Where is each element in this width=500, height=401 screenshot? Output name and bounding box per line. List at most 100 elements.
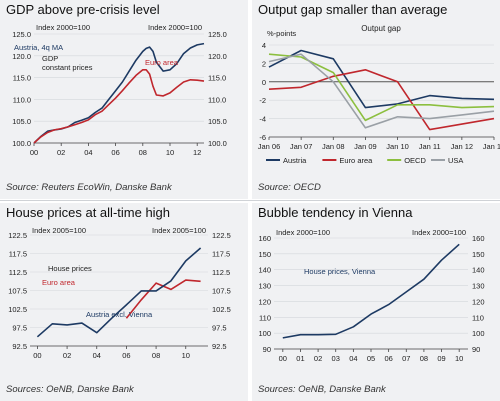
- house-ytick-label-right: 102.5: [212, 305, 231, 314]
- chart-house-prices-title: House prices at all-time high: [6, 205, 171, 220]
- vienna-ytick-label-left: 120: [258, 297, 271, 306]
- vienna-ytick-label-left: 110: [259, 313, 271, 322]
- gap-ytick-label-left: -4: [259, 115, 266, 124]
- vienna-xtick-label: 00: [279, 354, 287, 363]
- gap-legend-label: OECD: [404, 156, 426, 165]
- gdp-ytick-label-left: 115.0: [13, 74, 31, 83]
- house-ytick-label-left: 117.5: [9, 250, 27, 259]
- gdp-xtick-label: 04: [84, 148, 92, 157]
- chart-output-gap-panel: Output gap smaller than average -6 -4 -2 0 2…: [252, 0, 500, 199]
- house-ytick-label-right: 92.5: [212, 342, 227, 351]
- gap-xtick-label: Jan 09: [354, 142, 377, 151]
- vienna-ytick-label-right: 90: [472, 345, 480, 354]
- house-ytick-label-right: 122.5: [212, 231, 231, 240]
- vienna-ytick-label-left: 150: [258, 250, 271, 259]
- gdp-ytick-label-right: 100.0: [208, 139, 227, 148]
- gap-ytick-label-left: 2: [262, 59, 266, 68]
- gdp-ytick-label-left: 120.0: [12, 52, 31, 61]
- gap-ytick-label-left: 4: [262, 41, 266, 50]
- gdp-annotation: constant prices: [42, 63, 93, 72]
- vienna-unit-label: Index 2000=100: [412, 228, 466, 237]
- chart-vienna-panel: Bubble tendency in Vienna 90 90 100 100 110 1…: [252, 203, 500, 401]
- gdp-xtick-label: 12: [193, 148, 201, 157]
- gdp-xtick-label: 02: [57, 148, 65, 157]
- gdp-ytick-label-right: 125.0: [208, 30, 227, 39]
- house-ytick-label-right: 107.5: [212, 287, 231, 296]
- house-ytick-label-left: 97.5: [12, 324, 27, 333]
- gap-legend-label: Austria: [283, 156, 307, 165]
- gdp-ytick-label-right: 120.0: [208, 52, 227, 61]
- vienna-ytick-label-right: 150: [472, 250, 485, 259]
- chart-output-gap-title: Output gap smaller than average: [258, 2, 448, 17]
- chart-gdp-source: Source: Reuters EcoWin, Danske Bank: [6, 182, 172, 193]
- vienna-ytick-label-left: 90: [263, 345, 271, 354]
- house-xtick-label: 02: [63, 351, 71, 360]
- vienna-ytick-label-right: 120: [472, 297, 485, 306]
- house-series-label: Euro area: [42, 278, 76, 287]
- vienna-ytick-label-right: 140: [472, 266, 485, 275]
- gap-series-line: [268, 49, 495, 109]
- house-ytick-label-right: 97.5: [212, 324, 227, 333]
- house-annotation: House prices: [48, 264, 92, 273]
- gap-ytick-label-left: -6: [259, 133, 266, 142]
- house-xtick-label: 08: [152, 351, 160, 360]
- gdp-ytick-label-left: 100.0: [12, 139, 31, 148]
- chart-gdp-plot: 100.0 100.0 105.0 105.0 110.0 110.0 115.0 115.0…: [12, 24, 227, 157]
- chart-house-prices-panel: House prices at all-time high 92.5 92.5 97…: [0, 203, 248, 401]
- vienna-xtick-label: 07: [402, 354, 410, 363]
- gap-xtick-label: Jan 07: [290, 142, 313, 151]
- gdp-unit-label: Index 2000=100: [148, 24, 202, 32]
- house-unit-label: Index 2005=100: [32, 227, 86, 235]
- vienna-ytick-label-right: 160: [472, 234, 485, 243]
- house-ytick-label-right: 112.5: [212, 268, 230, 277]
- gap-subtitle: Output gap: [361, 24, 401, 33]
- gdp-xtick-label: 10: [166, 148, 174, 157]
- gdp-series-label: Austria, 4q MA: [14, 43, 63, 52]
- gdp-xtick-label: 00: [30, 148, 38, 157]
- house-series-line: [36, 247, 202, 338]
- house-xtick-label: 06: [122, 351, 130, 360]
- vienna-xtick-label: 02: [314, 354, 322, 363]
- vienna-ytick-label-left: 160: [258, 234, 271, 243]
- house-ytick-label-right: 117.5: [212, 250, 230, 259]
- house-ytick-label-left: 112.5: [9, 268, 27, 277]
- vienna-xtick-label: 03: [332, 354, 340, 363]
- house-xtick-label: 10: [182, 351, 190, 360]
- house-xtick-label: 04: [93, 351, 101, 360]
- gap-legend-label: USA: [448, 156, 463, 165]
- vienna-xtick-label: 05: [367, 354, 375, 363]
- gap-xtick-label: Jan 13: [483, 142, 500, 151]
- vienna-ytick-label-left: 130: [258, 282, 271, 291]
- chart-gdp-title: GDP above pre-crisis level: [6, 2, 160, 17]
- gap-series-line: [268, 69, 495, 131]
- gdp-ytick-label-left: 125.0: [12, 30, 31, 39]
- house-ytick-label-left: 122.5: [8, 231, 27, 240]
- gap-unit-label: %-points: [267, 29, 296, 38]
- chart-output-gap-plot: -6 -4 -2 0 2 4 Jan 06 Jan 07 Jan 08 Jan 09 Jan 10 J…: [258, 24, 500, 165]
- gdp-xtick-label: 06: [111, 148, 119, 157]
- gap-xtick-label: Jan 12: [451, 142, 474, 151]
- vienna-xtick-label: 09: [437, 354, 445, 363]
- vienna-series-line: [282, 243, 460, 339]
- chart-output-gap-source: Source: OECD: [258, 182, 321, 193]
- house-ytick-label-left: 102.5: [8, 305, 27, 314]
- chart-vienna-title: Bubble tendency in Vienna: [258, 205, 413, 220]
- vienna-ytick-label-right: 100: [472, 329, 485, 338]
- chart-house-prices-source: Sources: OeNB, Danske Bank: [6, 384, 134, 395]
- vienna-ytick-label-left: 100: [258, 329, 271, 338]
- house-ytick-label-left: 107.5: [8, 287, 27, 296]
- chart-gdp-panel: GDP above pre-crisis level 100.0 100.0 105…: [0, 0, 248, 199]
- gap-legend-label: Euro area: [339, 156, 373, 165]
- gdp-xtick-label: 08: [139, 148, 147, 157]
- vienna-ytick-label-left: 140: [258, 266, 271, 275]
- gdp-series-line: [33, 69, 205, 144]
- house-series-label: Austria excl. Vienna: [86, 310, 153, 319]
- vienna-ytick-label-right: 110: [472, 313, 484, 322]
- vienna-xtick-label: 01: [296, 354, 304, 363]
- gdp-annotation: GDP: [42, 54, 58, 63]
- gdp-series-label: Euro area: [145, 58, 179, 67]
- vienna-xtick-label: 06: [384, 354, 392, 363]
- gap-ytick-label-left: 0: [262, 78, 266, 87]
- gap-xtick-label: Jan 08: [322, 142, 345, 151]
